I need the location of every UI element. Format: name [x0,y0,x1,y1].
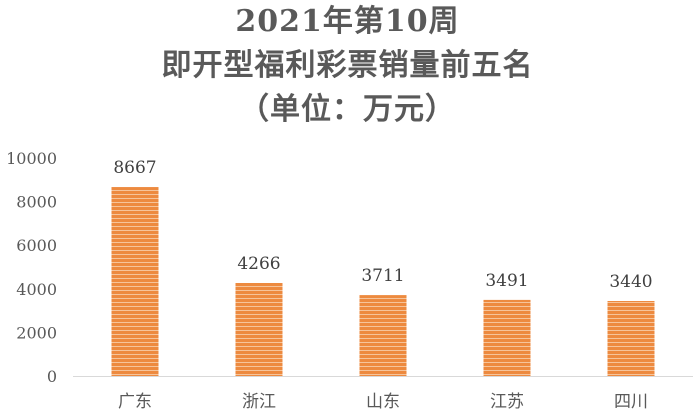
x-category-label: 四川 [614,392,648,412]
bar [235,283,283,376]
bar [359,295,407,376]
y-axis: 0 2000 4000 6000 8000 10000 [6,149,57,386]
data-label: 3440 [609,272,652,292]
x-axis: 广东 浙江 山东 江苏 四川 [73,376,693,412]
x-category-label: 江苏 [490,392,524,412]
bar [607,301,655,376]
x-category-label: 浙江 [242,392,276,412]
x-category-label: 广东 [118,392,152,412]
x-category-label: 山东 [366,392,400,412]
bar [111,187,159,376]
chart-title-line-3: （单位：万元） [239,92,456,127]
y-tick-label: 4000 [16,280,57,299]
y-tick-label: 6000 [16,236,57,255]
y-tick-label: 2000 [16,323,57,342]
chart-title-line-2: 即开型福利彩票销量前五名 [161,48,534,83]
bar [483,299,531,376]
data-label: 4266 [237,254,280,274]
y-tick-label: 0 [47,367,57,386]
y-tick-label: 10000 [6,149,57,168]
data-label: 3491 [485,271,528,291]
chart-title-line-1: 2021年第10周 [235,4,460,39]
data-label: 3711 [361,266,404,286]
data-label: 8667 [113,158,156,178]
bars-group: 8667 4266 3711 3491 3440 [111,158,655,376]
y-tick-label: 8000 [16,193,57,212]
chart-title: 2021年第10周 即开型福利彩票销量前五名 （单位：万元） [0,0,695,132]
